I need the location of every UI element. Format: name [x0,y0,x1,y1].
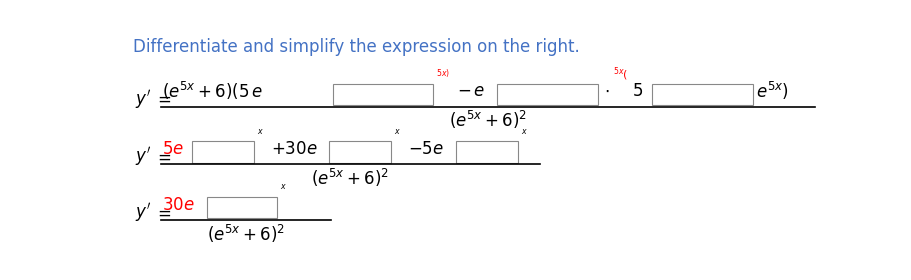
Text: $+30e$: $+30e$ [271,140,317,158]
Bar [651,84,752,105]
Text: $^x$: $^x$ [280,183,286,193]
Text: $^x$: $^x$ [394,127,400,137]
Text: $30e$: $30e$ [162,195,194,214]
Text: $-5e$: $-5e$ [407,140,444,158]
Text: $(e^{5x}+6)^2$: $(e^{5x}+6)^2$ [448,109,527,131]
Text: $=$: $=$ [154,148,171,166]
Bar [207,197,276,218]
Text: $5e$: $5e$ [162,140,184,158]
Text: $^x$: $^x$ [256,127,263,137]
Text: $^x$: $^x$ [520,127,527,137]
Text: $=$: $=$ [154,90,171,108]
Bar [456,141,517,163]
Bar [328,141,390,163]
Text: $5$: $5$ [632,82,643,100]
Text: $(e^{5x}+6)(5\,e$: $(e^{5x}+6)(5\,e$ [162,80,262,102]
Text: $y'$: $y'$ [135,201,151,224]
Text: $=$: $=$ [154,203,171,221]
Text: $y'$: $y'$ [135,88,151,111]
Text: $(e^{5x}+6)^2$: $(e^{5x}+6)^2$ [311,167,389,189]
Bar [191,141,253,163]
Text: $e^{5x})$: $e^{5x})$ [755,80,788,102]
Text: $-\,e$: $-\,e$ [456,82,484,100]
Bar [496,84,597,105]
Text: $(e^{5x}+6)^2$: $(e^{5x}+6)^2$ [207,223,284,245]
Text: Differentiate and simplify the expression on the right.: Differentiate and simplify the expressio… [133,38,579,57]
Text: $^{5x)}$: $^{5x)}$ [436,69,450,80]
Text: $\cdot$: $\cdot$ [603,82,609,100]
Text: $^{5x}($: $^{5x}($ [612,66,628,83]
Text: $y'$: $y'$ [135,145,151,168]
Bar [333,84,433,105]
